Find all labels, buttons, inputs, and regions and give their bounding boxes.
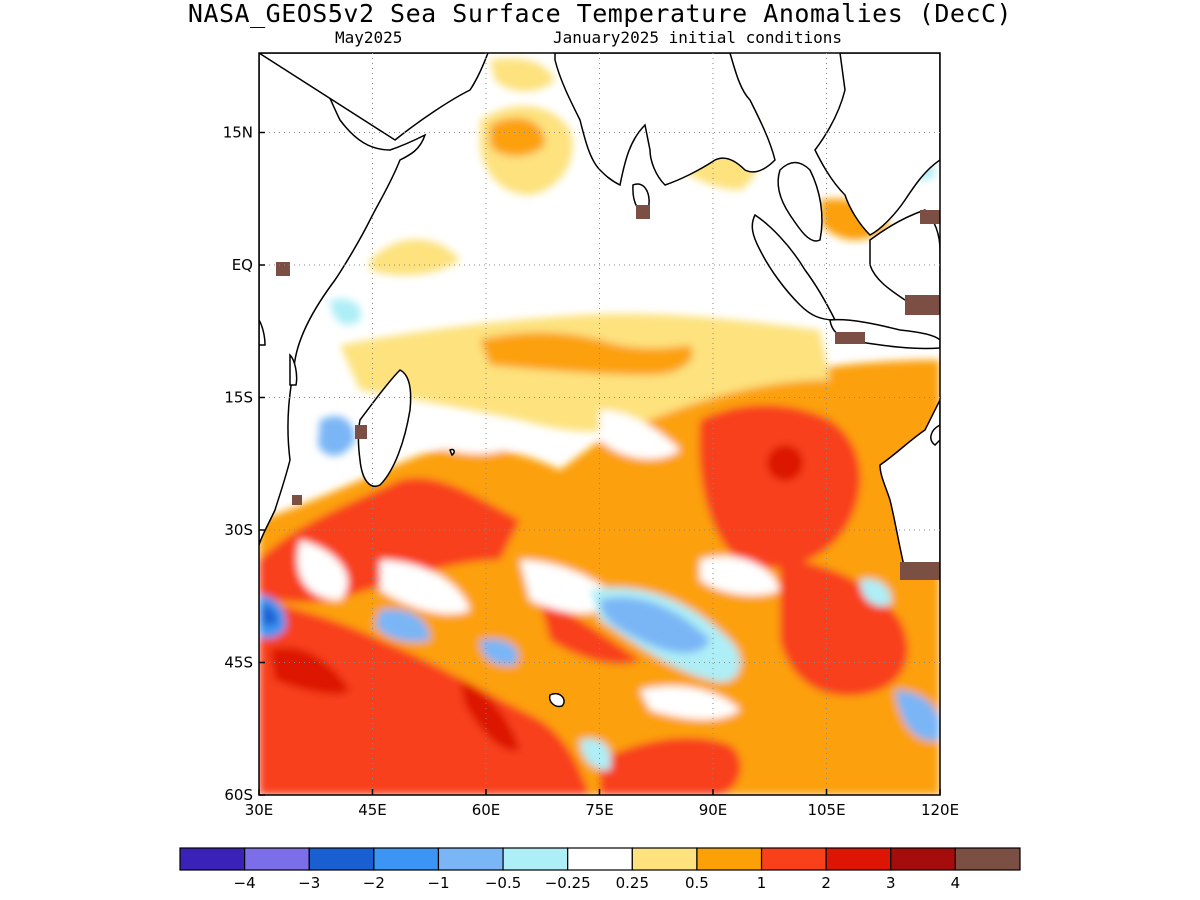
- coastlines: [259, 53, 940, 708]
- colorbar-label: 0.5: [685, 874, 709, 892]
- lat-tick-label: EQ: [232, 256, 253, 274]
- colorbar-swatch: [825, 847, 892, 871]
- colorbar-swatch: [373, 847, 440, 871]
- lon-tick-label: 30E: [245, 801, 274, 819]
- colorbar-label: 4: [951, 874, 961, 892]
- colorbar-label: 2: [821, 874, 831, 892]
- lon-tick-label: 60E: [472, 801, 501, 819]
- lat-tick-label: 60S: [224, 786, 253, 804]
- lon-tick-label: 75E: [585, 801, 614, 819]
- colorbar-label: −4: [234, 874, 256, 892]
- lat-tick-label: 30S: [224, 521, 253, 539]
- forecast-month: May2025: [335, 28, 403, 47]
- lon-tick-label: 45E: [358, 801, 387, 819]
- colorbar-swatch: [179, 847, 246, 871]
- lat-tick-label: 45S: [224, 654, 253, 672]
- lat-tick-label: 15N: [223, 124, 253, 142]
- colorbar-label: −0.5: [485, 874, 521, 892]
- colorbar-swatch: [244, 847, 310, 871]
- colorbar-swatch: [890, 847, 956, 871]
- colorbar-swatch: [954, 847, 1021, 871]
- colorbar: −4 −3 −2 −1 −0.5 −0.25 0.25 0.5 1 2 3 4: [179, 847, 1021, 892]
- coastal-cells: [276, 205, 940, 580]
- colorbar-label: −3: [298, 874, 320, 892]
- colorbar-label: 3: [886, 874, 896, 892]
- axis-ticks: 30E 45E 60E 75E 90E 105E 120E 15N EQ 15S 30S 45S 60S: [223, 124, 959, 820]
- map-title: NASA_GEOS5v2 Sea Surface Temperature Ano…: [187, 0, 1013, 28]
- colorbar-swatch: [437, 847, 504, 871]
- colorbar-swatch: [760, 847, 827, 871]
- colorbar-label: −1: [427, 874, 449, 892]
- colorbar-swatch: [502, 847, 569, 871]
- colorbar-swatch: [567, 847, 633, 871]
- colorbar-swatch: [696, 847, 763, 871]
- lon-tick-label: 105E: [807, 801, 845, 819]
- lon-tick-label: 90E: [699, 801, 728, 819]
- lon-tick-label: 120E: [921, 801, 959, 819]
- colorbar-label: −0.25: [545, 874, 591, 892]
- lat-tick-label: 15S: [224, 389, 253, 407]
- anomaly-field: [259, 53, 940, 795]
- graticule: [259, 53, 940, 795]
- colorbar-label: 1: [757, 874, 767, 892]
- colorbar-swatch: [308, 847, 375, 871]
- colorbar-label: −2: [363, 874, 385, 892]
- colorbar-swatch: [631, 847, 698, 871]
- initial-conditions: January2025 initial conditions: [553, 28, 842, 47]
- colorbar-label: 0.25: [616, 874, 649, 892]
